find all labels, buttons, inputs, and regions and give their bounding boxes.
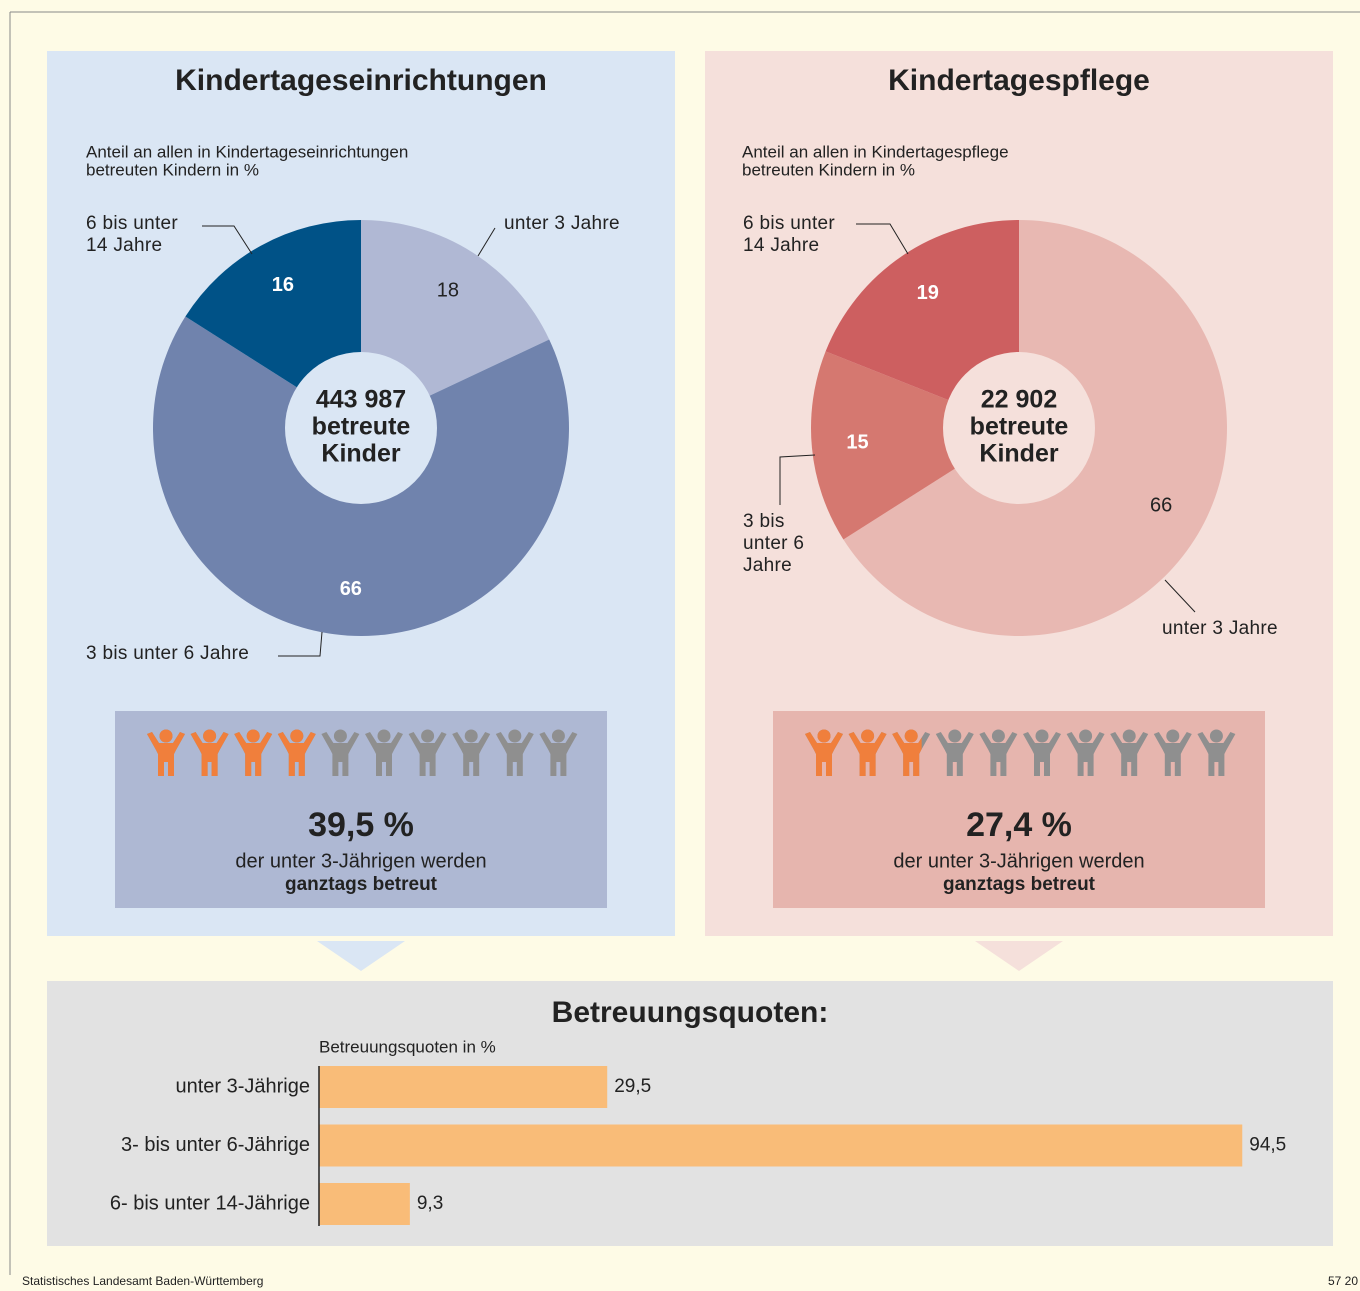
center-label: Kinder (979, 440, 1058, 468)
highlight-bold: ganztags betreut (285, 874, 438, 895)
chart-title: Kindertagespflege (888, 64, 1150, 97)
value-label: 66 (1150, 494, 1172, 516)
leader-line (477, 227, 496, 257)
value-label: 15 (846, 432, 868, 454)
leader-line (202, 225, 253, 255)
chart-subtitle: Anteil an allen in Kindertageseinrichtun… (86, 142, 408, 161)
highlight-text: der unter 3-Jährigen werden (235, 850, 486, 872)
bar (319, 1066, 608, 1108)
category-label: 3 bis unter 6 Jahre (743, 511, 805, 576)
value-label: 9,3 (417, 1193, 443, 1214)
y-tick-label: 6- bis unter 14-Jährige (110, 1192, 310, 1214)
arrow (317, 941, 405, 971)
category-label: 6 bis unter 14 Jahre (86, 213, 179, 256)
category-label: unter 3 Jahre (1162, 618, 1278, 639)
leader-line (278, 631, 323, 657)
leader-line (779, 454, 816, 505)
category-label: unter 3 Jahre (504, 213, 620, 234)
pie-slice (811, 351, 1019, 540)
value-label: 94,5 (1249, 1135, 1286, 1156)
chart-subtitle: Anteil an allen in Kindertagespflege (742, 142, 1009, 161)
highlight-value: 39,5 % (308, 806, 414, 844)
donut-hole (943, 352, 1095, 504)
center-label: 443 987 (316, 386, 406, 414)
footer-code: 57 20 (1328, 1274, 1358, 1288)
y-tick-label: unter 3-Jährige (175, 1075, 310, 1097)
chart-title: Kindertageseinrichtungen (175, 64, 547, 97)
bar (319, 1183, 410, 1225)
donut-hole (285, 352, 437, 504)
value-label: 16 (272, 274, 294, 296)
bar (319, 1124, 1243, 1167)
arrow (975, 941, 1063, 971)
highlight-text: der unter 3-Jährigen werden (893, 850, 1144, 872)
y-tick-label: 3- bis unter 6-Jährige (121, 1134, 310, 1156)
footer-source: Statistisches Landesamt Baden-Württember… (22, 1274, 263, 1288)
value-label: 18 (437, 279, 459, 301)
value-label: 66 (340, 578, 362, 600)
center-label: 22 902 (981, 386, 1057, 414)
value-label: 29,5 (614, 1076, 651, 1097)
leader-line (1164, 579, 1196, 613)
center-label: Kinder (321, 440, 400, 468)
category-label: 3 bis unter 6 Jahre (86, 643, 250, 664)
highlight-value: 27,4 % (966, 806, 1072, 844)
center-label: betreute (970, 413, 1069, 441)
chart-subtitle: betreuten Kindern in % (742, 160, 915, 179)
highlight-bold: ganztags betreut (943, 874, 1096, 895)
chart-title: Betreuungsquoten: (552, 996, 829, 1029)
value-label: 19 (917, 282, 939, 304)
chart-subtitle: Betreuungsquoten in % (319, 1037, 496, 1056)
category-label: 6 bis unter 14 Jahre (743, 213, 836, 256)
panel (47, 981, 1333, 1246)
center-label: betreute (312, 413, 411, 441)
chart-subtitle: betreuten Kindern in % (86, 160, 259, 179)
leader-line (856, 223, 909, 255)
